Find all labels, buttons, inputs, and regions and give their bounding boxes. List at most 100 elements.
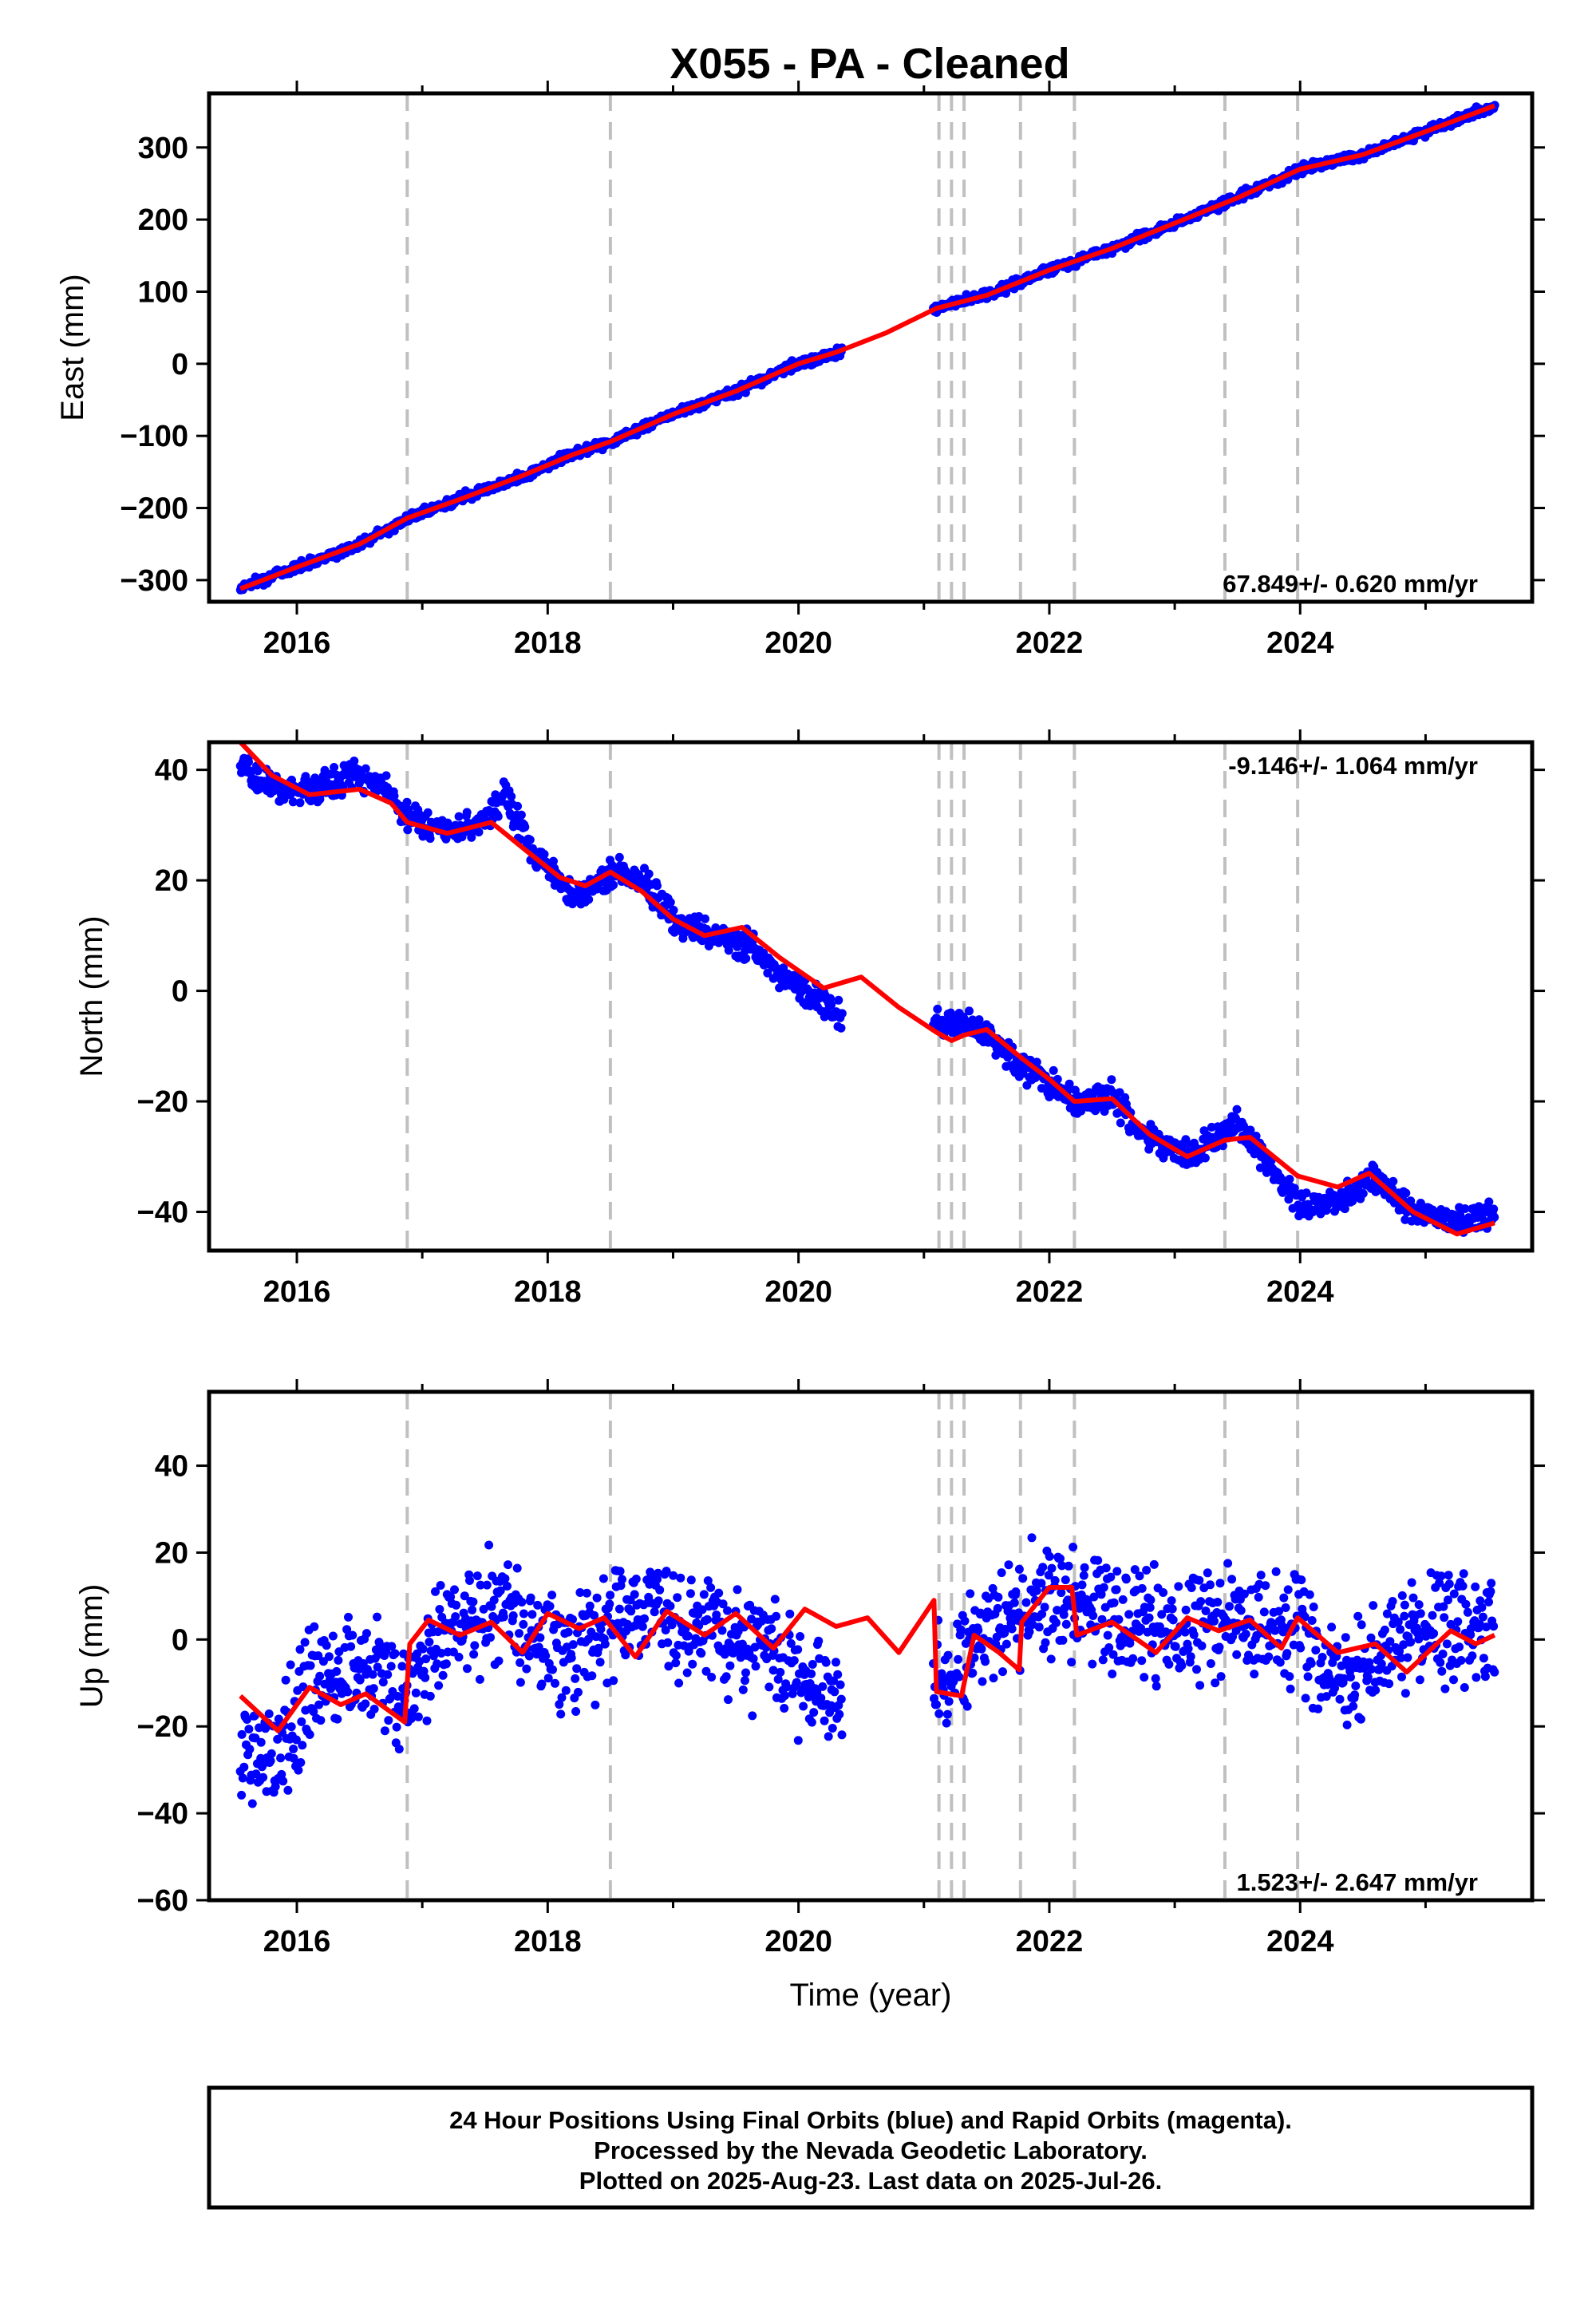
x-tick-label: 2018 [514, 626, 582, 660]
data-point [697, 1649, 706, 1658]
data-point [808, 1660, 817, 1669]
data-point [942, 1718, 951, 1728]
data-point [1389, 1176, 1398, 1186]
data-point [1014, 1564, 1024, 1574]
data-point [600, 1639, 610, 1649]
data-point [1187, 1583, 1196, 1592]
data-point [378, 1678, 388, 1687]
data-point [998, 1667, 1007, 1677]
data-point [283, 1785, 293, 1795]
data-point [1145, 1603, 1155, 1612]
data-point [306, 1661, 315, 1670]
data-point [723, 1606, 732, 1615]
data-point [537, 1679, 547, 1689]
data-point [1135, 1571, 1144, 1581]
data-point [682, 1668, 692, 1678]
data-point [1306, 1658, 1316, 1668]
data-point [785, 1609, 795, 1618]
data-point [733, 1585, 742, 1595]
data-point [1285, 1175, 1294, 1184]
data-point [1440, 1613, 1449, 1622]
data-point [655, 1585, 665, 1595]
data-point [1045, 1551, 1054, 1561]
data-point [770, 1595, 780, 1604]
y-tick-label: −40 [137, 1196, 188, 1230]
data-point [369, 1705, 379, 1713]
y-tick-label: 20 [155, 1536, 188, 1570]
data-point [1261, 1581, 1270, 1591]
data-point [725, 1661, 735, 1670]
footer-line-1: 24 Hour Positions Using Final Orbits (bl… [449, 2106, 1292, 2134]
data-point [780, 1691, 789, 1701]
data-point [1388, 1597, 1397, 1606]
data-point [1353, 1611, 1363, 1621]
data-point [454, 1652, 464, 1662]
data-point [486, 1633, 495, 1642]
data-point [1442, 1639, 1452, 1649]
data-point [751, 1662, 760, 1671]
y-tick-label: 40 [155, 754, 188, 788]
data-point [1327, 1622, 1337, 1632]
data-point [609, 1676, 618, 1686]
data-point [451, 1612, 460, 1622]
data-point [666, 898, 675, 907]
data-point [1195, 1575, 1204, 1585]
data-point [1118, 1595, 1128, 1604]
data-point [1192, 1665, 1201, 1674]
data-point [1116, 1118, 1125, 1128]
data-point [515, 1629, 523, 1638]
data-point [1021, 1598, 1031, 1607]
data-point [1341, 1633, 1350, 1642]
data-point [1480, 1672, 1490, 1682]
data-point [809, 1708, 819, 1717]
data-point [380, 1726, 389, 1736]
data-point [614, 1604, 624, 1614]
data-point [1174, 1582, 1183, 1591]
data-point [686, 1575, 696, 1585]
data-point [1397, 1672, 1406, 1682]
x-tick-label: 2016 [263, 1925, 331, 1958]
data-point [977, 1644, 986, 1654]
x-tick-label: 2024 [1266, 626, 1334, 660]
up-observations [235, 1533, 1499, 1808]
x-tick-label: 2018 [514, 1275, 582, 1309]
data-point [305, 1730, 314, 1739]
data-point [1400, 1600, 1409, 1610]
data-point [1460, 1683, 1469, 1692]
data-point [567, 1653, 576, 1662]
data-point [821, 1658, 831, 1667]
data-point [418, 1644, 428, 1654]
x-tick-label: 2020 [764, 626, 832, 660]
data-point [556, 1709, 566, 1719]
up-velocity-label: 1.523+/- 2.647 mm/yr [1237, 1868, 1478, 1896]
data-point [824, 1732, 833, 1741]
data-point [1449, 1589, 1459, 1599]
data-point [516, 1678, 525, 1687]
data-point [1301, 1694, 1310, 1703]
data-point [454, 812, 464, 821]
data-point [279, 1777, 288, 1786]
data-point [512, 1563, 522, 1573]
data-point [606, 1591, 615, 1600]
data-point [663, 1638, 673, 1647]
east-y-axis-label: East (mm) [55, 274, 90, 421]
data-point [384, 1716, 393, 1725]
data-point [425, 1638, 434, 1646]
data-point [724, 1695, 733, 1705]
data-point [468, 1597, 478, 1607]
data-point [674, 1678, 684, 1688]
data-point [513, 801, 522, 811]
data-point [994, 1592, 1003, 1602]
data-point [966, 1589, 975, 1599]
data-point [494, 1656, 504, 1666]
data-point [1213, 1598, 1223, 1607]
x-axis-label: Time (year) [790, 1978, 952, 2013]
data-point [671, 1650, 681, 1660]
data-point [244, 1725, 254, 1734]
data-point [942, 1709, 952, 1719]
data-point [944, 1697, 954, 1706]
data-point [1101, 1563, 1111, 1573]
data-point [1380, 1625, 1389, 1634]
data-point [1264, 1652, 1274, 1662]
data-point [667, 1620, 677, 1630]
